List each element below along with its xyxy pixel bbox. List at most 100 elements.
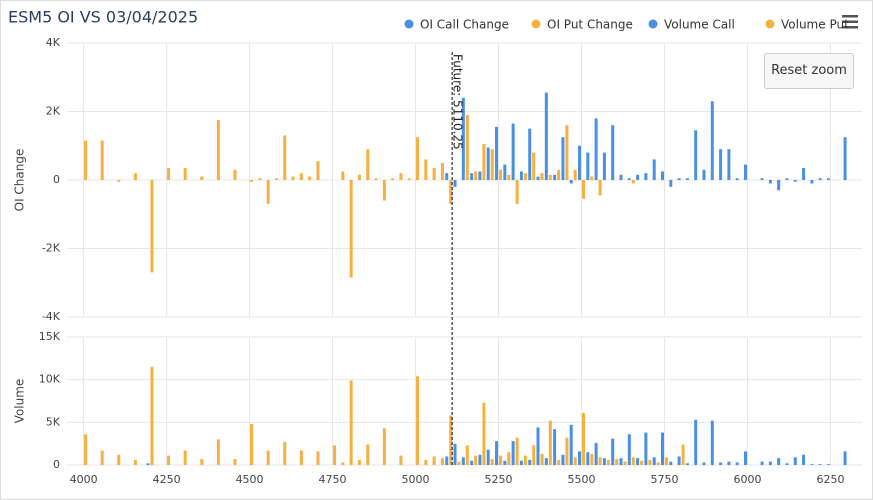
bar — [490, 149, 494, 180]
bar — [308, 176, 312, 180]
bar — [802, 454, 806, 465]
bar — [735, 462, 739, 465]
bar — [146, 463, 150, 465]
bar — [200, 459, 204, 465]
bar — [424, 159, 428, 180]
y-tick-label: 0 — [53, 458, 60, 471]
bar — [590, 453, 594, 465]
bar — [656, 462, 660, 465]
y-tick-label: -2K — [42, 242, 61, 255]
legend-marker — [765, 19, 775, 29]
bar — [432, 456, 436, 465]
bar — [544, 458, 548, 465]
bar — [499, 455, 503, 465]
x-tick-label: 5500 — [568, 473, 596, 486]
bar — [578, 145, 582, 180]
legend-label: Volume Put — [781, 18, 849, 32]
bar — [631, 457, 635, 465]
menu-icon[interactable] — [842, 15, 858, 29]
bar — [540, 173, 544, 180]
bar — [84, 434, 88, 465]
bar — [743, 451, 747, 465]
bar — [636, 458, 640, 465]
reset-zoom-button[interactable]: Reset zoom — [764, 53, 854, 89]
bar — [694, 419, 698, 465]
bar — [440, 162, 444, 180]
bar — [291, 176, 295, 180]
y-tick-label: -4K — [42, 310, 61, 323]
bar — [100, 450, 104, 465]
bar — [511, 123, 515, 180]
bar — [557, 459, 561, 465]
future-label: Future: 5110.25 — [451, 54, 465, 150]
bar — [523, 455, 527, 465]
bar — [503, 460, 507, 465]
bar — [233, 459, 237, 465]
bar — [316, 451, 320, 465]
bar — [474, 171, 478, 180]
bar — [432, 168, 436, 180]
bar — [636, 174, 640, 180]
bar — [133, 459, 137, 465]
bar — [760, 461, 764, 465]
bar — [374, 178, 378, 180]
bar — [818, 464, 822, 465]
bar — [702, 462, 706, 465]
bar — [84, 140, 88, 180]
bar — [664, 457, 668, 465]
bar — [536, 176, 540, 180]
x-tick-label: 4000 — [70, 473, 98, 486]
bar — [793, 180, 797, 182]
bar — [548, 420, 552, 465]
bar — [602, 152, 606, 180]
bar — [565, 437, 569, 465]
bar — [216, 120, 220, 180]
bar — [532, 445, 536, 465]
bar — [619, 458, 623, 465]
bar — [598, 180, 602, 196]
legend-label: Volume Call — [664, 18, 735, 32]
bar — [266, 180, 270, 204]
bar — [793, 457, 797, 465]
bar — [768, 180, 772, 184]
bar — [602, 458, 606, 465]
bar — [519, 171, 523, 180]
bar — [167, 168, 171, 180]
bar — [453, 180, 457, 187]
bar — [449, 415, 453, 465]
bar — [660, 171, 664, 180]
bar — [640, 460, 644, 465]
bar — [553, 174, 557, 180]
bar — [482, 144, 486, 180]
bar — [719, 462, 723, 465]
bar — [702, 169, 706, 180]
y-axis-label: Volume — [13, 379, 27, 424]
legend-label: OI Put Change — [547, 18, 633, 32]
y-axis-label: OI Change — [13, 149, 27, 212]
bar — [631, 180, 635, 184]
bar — [598, 457, 602, 465]
bar — [316, 161, 320, 180]
bar — [743, 164, 747, 180]
bar — [606, 459, 610, 465]
bar — [499, 169, 503, 180]
bar — [299, 173, 303, 180]
bar — [594, 442, 598, 465]
bar — [495, 441, 499, 465]
legend-marker — [531, 19, 541, 29]
bar — [727, 461, 731, 465]
bar — [183, 450, 187, 465]
bar — [299, 450, 303, 465]
bar — [507, 452, 511, 465]
x-tick-label: 4500 — [236, 473, 264, 486]
bar — [449, 180, 453, 204]
bar — [611, 438, 615, 465]
bar — [669, 180, 673, 187]
bar — [465, 445, 469, 465]
bar — [357, 459, 361, 465]
bar — [785, 463, 789, 465]
bar — [561, 137, 565, 180]
bar — [366, 149, 370, 180]
bar — [200, 176, 204, 180]
